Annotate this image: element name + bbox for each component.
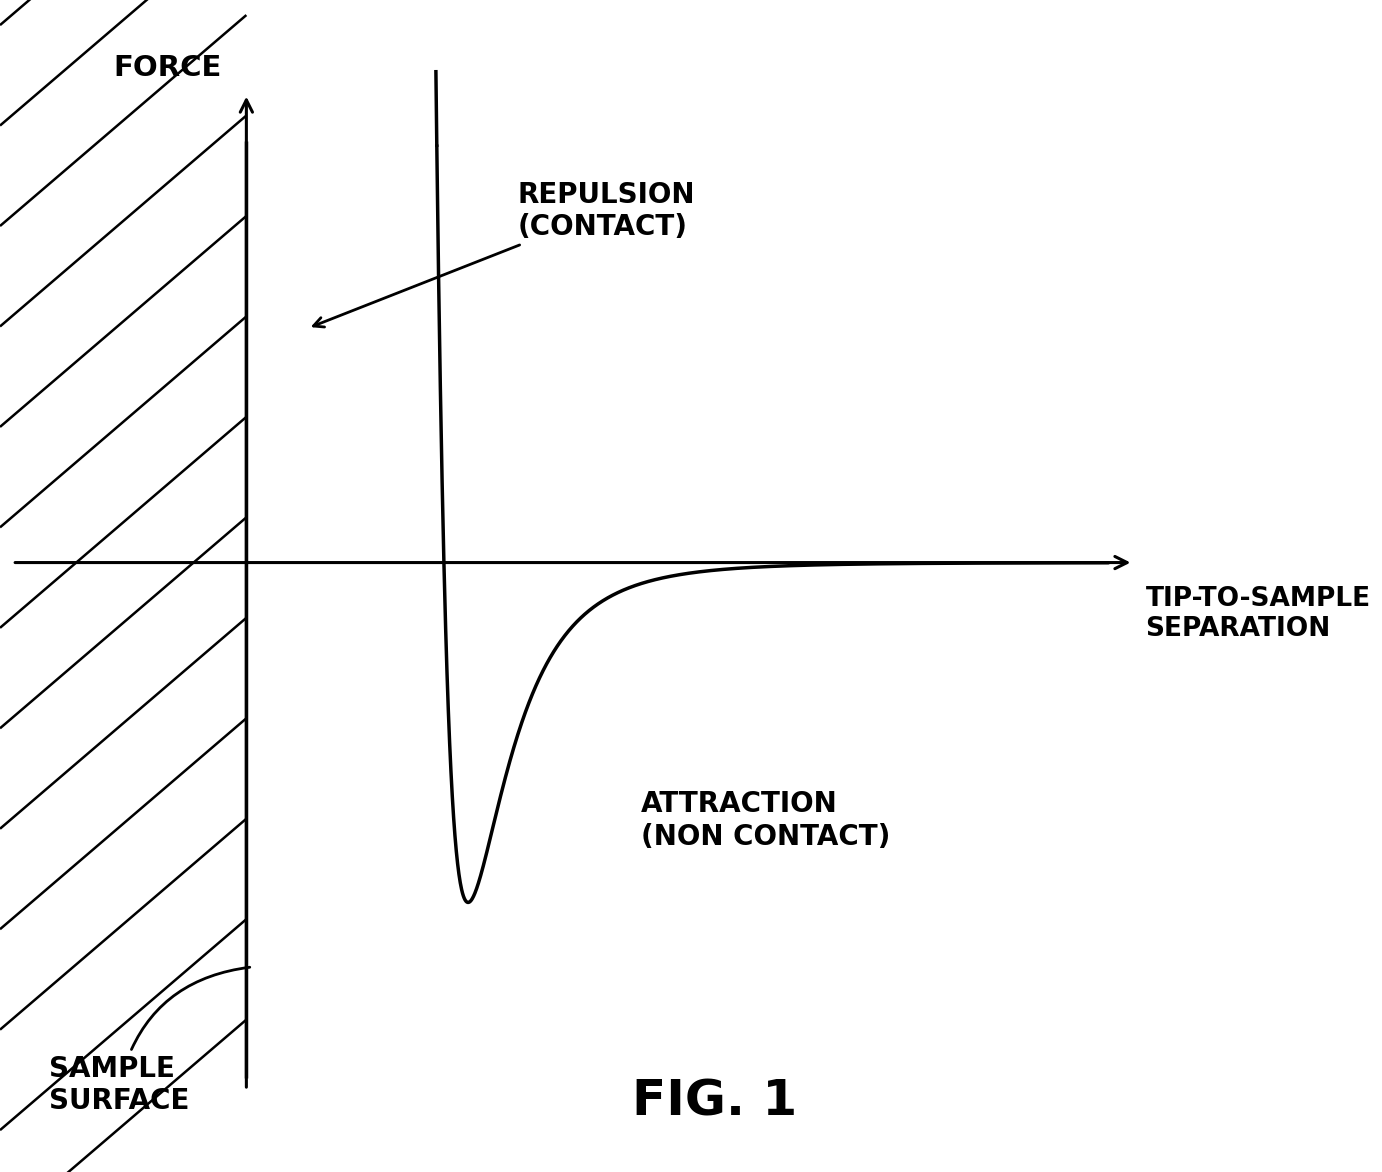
Text: TIP-TO-SAMPLE
SEPARATION: TIP-TO-SAMPLE SEPARATION — [1146, 586, 1371, 642]
Text: REPULSION
(CONTACT): REPULSION (CONTACT) — [314, 180, 695, 327]
Text: FORCE: FORCE — [113, 54, 221, 82]
Text: SAMPLE
SURFACE: SAMPLE SURFACE — [50, 967, 250, 1116]
Text: FIG. 1: FIG. 1 — [632, 1077, 797, 1125]
Text: ATTRACTION
(NON CONTACT): ATTRACTION (NON CONTACT) — [641, 790, 890, 851]
